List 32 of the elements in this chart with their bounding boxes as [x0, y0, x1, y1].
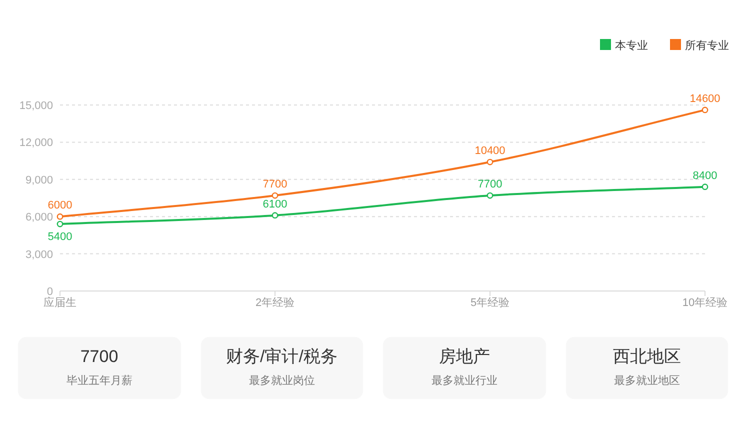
x-tick-label: 2年经验: [255, 297, 295, 309]
data-label: 10400: [474, 145, 506, 158]
data-label: 14600: [690, 92, 720, 105]
y-tick-label: 12,000: [19, 137, 53, 150]
point: [486, 192, 494, 199]
y-tick-label: 9,000: [25, 174, 53, 186]
data-label: 6000: [48, 200, 72, 212]
card: 7700 毕业五年月薪: [18, 337, 180, 399]
data-label: 5400: [48, 231, 72, 244]
card: 财务/审计/税务 最多就业岗位: [200, 337, 363, 399]
data-label: 6100: [262, 198, 288, 210]
data-label: 8400: [692, 170, 718, 182]
y-tick-label: 15,000: [19, 100, 53, 112]
y-tick-label: 3,000: [25, 248, 53, 261]
legend-label: 本专业: [615, 39, 648, 52]
point: [702, 184, 708, 190]
x-tick-label: 5年经验: [470, 297, 510, 309]
data-label: 7700: [478, 178, 502, 191]
legend-label: 所有专业: [685, 39, 729, 52]
point: [486, 158, 494, 166]
point: [702, 106, 708, 114]
point: [56, 220, 64, 228]
point: [272, 192, 278, 199]
y-tick-label: 6,000: [25, 212, 53, 224]
point: [272, 212, 278, 219]
point: [56, 213, 64, 220]
data-label: 7700: [262, 178, 288, 191]
card: 西北地区 最多就业地区: [566, 337, 728, 399]
x-tick-label: 应届生: [44, 296, 76, 309]
card: 房地产 最多就业行业: [383, 337, 546, 399]
y-tick-label: 0: [46, 286, 53, 298]
x-tick-label: 10年经验: [682, 297, 728, 309]
